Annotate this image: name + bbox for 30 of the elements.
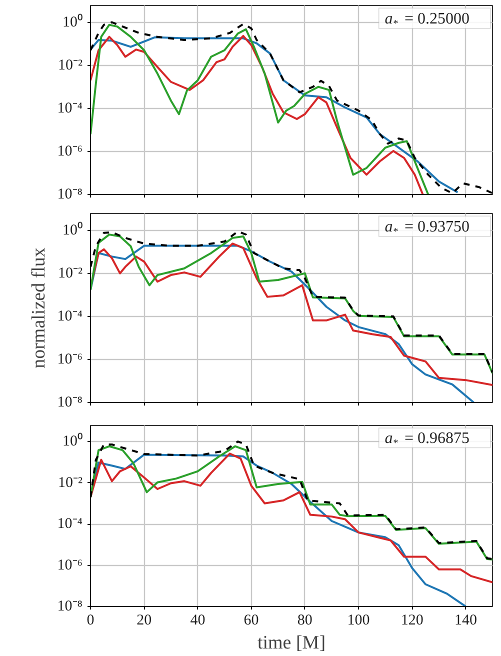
line-series [90,244,475,402]
x-tick-label: 80 [297,612,312,628]
x-tick-label: 40 [190,612,206,628]
x-tick-label: 20 [136,612,152,628]
line-series [90,452,492,584]
y-tick-label: 10⁻⁸ [57,598,83,614]
y-tick-label: 10⁻⁶ [57,557,83,574]
y-tick-label: 10⁻⁴ [57,308,83,324]
y-tick-label: 10⁻⁴ [57,100,83,116]
y-tick-label: 10⁻⁸ [57,186,83,202]
y-tick-label: 10⁻² [58,57,84,74]
x-tick-label: 140 [454,612,477,628]
y-tick-label: 10⁻² [58,474,84,491]
x-tick-label: 100 [347,612,370,628]
x-tick-label: 60 [244,612,259,628]
annotation: a* = 0.93750 [384,218,470,238]
y-tick-label: 10⁰ [62,221,82,238]
x-axis-title: time [M] [257,632,326,654]
y-tick-label: 10⁻² [58,265,84,282]
x-tick-label: 0 [86,612,94,628]
y-tick-label: 10⁰ [62,13,82,30]
annotation: a* = 0.25000 [384,10,470,30]
y-tick-label: 10⁰ [62,432,82,450]
x-tick-label: 120 [400,612,424,628]
y-tick-label: 10⁻⁸ [57,394,83,410]
annotation: a* = 0.96875 [384,430,470,449]
y-tick-label: 10⁻⁴ [57,516,83,532]
y-tick-label: 10⁻⁶ [57,143,83,160]
y-axis-title: normalized flux [28,247,50,368]
y-tick-label: 10⁻⁶ [57,351,83,368]
